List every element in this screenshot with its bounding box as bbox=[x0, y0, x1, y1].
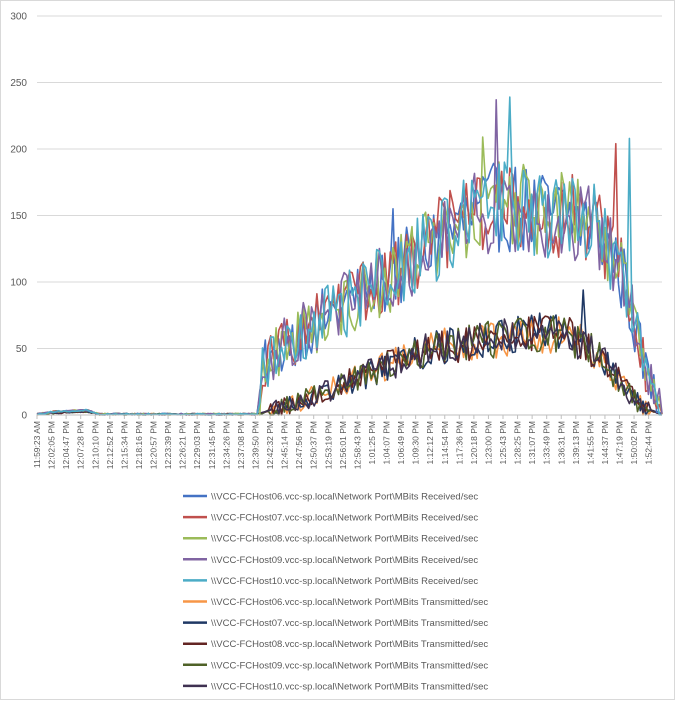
x-tick-label: 12:42:32 PM bbox=[265, 421, 275, 469]
x-tick-label: 1:09:30 PM bbox=[411, 421, 421, 464]
legend-label: \\VCC-FCHost10.vcc-sp.local\Network Port… bbox=[211, 576, 478, 587]
legend-entry: \\VCC-FCHost09.vcc-sp.local\Network Port… bbox=[183, 660, 488, 671]
legend-entry: \\VCC-FCHost09.vcc-sp.local\Network Port… bbox=[183, 555, 478, 566]
legend-entry: \\VCC-FCHost06.vcc-sp.local\Network Port… bbox=[183, 597, 488, 608]
legend-entry: \\VCC-FCHost07.vcc-sp.local\Network Port… bbox=[183, 618, 488, 629]
legend-label: \\VCC-FCHost06.vcc-sp.local\Network Port… bbox=[211, 597, 488, 608]
x-tick-label: 12:53:19 PM bbox=[323, 421, 333, 469]
x-tick-label: 12:10:10 PM bbox=[90, 421, 100, 469]
x-tick-label: 1:25:43 PM bbox=[498, 421, 508, 464]
legend-entry: \\VCC-FCHost06.vcc-sp.local\Network Port… bbox=[183, 492, 478, 503]
x-tick-label: 1:50:02 PM bbox=[629, 421, 639, 464]
y-tick-label: 150 bbox=[10, 211, 27, 222]
x-tick-label: 12:07:28 PM bbox=[76, 421, 86, 469]
y-tick-label: 0 bbox=[21, 411, 27, 422]
series-line bbox=[36, 99, 663, 416]
x-tick-label: 1:39:13 PM bbox=[571, 421, 581, 464]
x-tick-label: 1:20:18 PM bbox=[469, 421, 479, 464]
legend-label: \\VCC-FCHost09.vcc-sp.local\Network Port… bbox=[211, 555, 478, 566]
y-axis-ticks: 0 50 100 150 200 250 300 bbox=[10, 12, 27, 422]
x-tick-label: 12:31:45 PM bbox=[207, 421, 217, 469]
x-tick-label: 12:20:57 PM bbox=[149, 421, 159, 469]
x-tick-label: 1:06:49 PM bbox=[396, 421, 406, 464]
legend-label: \\VCC-FCHost09.vcc-sp.local\Network Port… bbox=[211, 660, 488, 671]
y-tick-label: 300 bbox=[10, 12, 27, 23]
x-tick-label: 12:47:56 PM bbox=[294, 421, 304, 469]
series-lines bbox=[36, 96, 663, 416]
x-tick-label: 1:44:37 PM bbox=[600, 421, 610, 464]
legend-label: \\VCC-FCHost10.vcc-sp.local\Network Port… bbox=[211, 681, 488, 692]
x-tick-label: 12:15:34 PM bbox=[119, 421, 129, 469]
series-line bbox=[36, 315, 663, 416]
x-tick-label: 12:50:37 PM bbox=[309, 421, 319, 469]
y-tick-label: 250 bbox=[10, 78, 27, 89]
y-tick-label: 100 bbox=[10, 278, 27, 289]
x-tick-label: 12:02:05 PM bbox=[47, 421, 57, 469]
series-line bbox=[36, 96, 662, 416]
gridlines bbox=[37, 15, 662, 349]
x-tick-label: 1:17:36 PM bbox=[454, 421, 464, 464]
legend-entry: \\VCC-FCHost08.vcc-sp.local\Network Port… bbox=[183, 534, 478, 545]
legend-label: \\VCC-FCHost07.vcc-sp.local\Network Port… bbox=[211, 618, 488, 629]
x-tick-label: 12:29:03 PM bbox=[192, 421, 202, 469]
series-line bbox=[36, 318, 663, 416]
legend-entry: \\VCC-FCHost07.vcc-sp.local\Network Port… bbox=[183, 513, 478, 524]
x-tick-label: 12:04:47 PM bbox=[61, 421, 71, 469]
legend: \\VCC-FCHost06.vcc-sp.local\Network Port… bbox=[183, 492, 488, 692]
y-tick-label: 50 bbox=[16, 344, 28, 355]
x-tick-label: 12:26:21 PM bbox=[178, 421, 188, 469]
legend-entry: \\VCC-FCHost08.vcc-sp.local\Network Port… bbox=[183, 639, 488, 650]
x-tick-label: 1:04:07 PM bbox=[382, 421, 392, 464]
x-tick-label: 12:34:26 PM bbox=[221, 421, 231, 469]
legend-label: \\VCC-FCHost07.vcc-sp.local\Network Port… bbox=[211, 513, 478, 524]
x-tick-label: 1:01:25 PM bbox=[367, 421, 377, 464]
x-tick-label: 1:52:44 PM bbox=[644, 421, 654, 464]
x-tick-label: 12:12:52 PM bbox=[105, 421, 115, 469]
y-tick-label: 200 bbox=[10, 145, 27, 156]
x-tick-label: 1:23:00 PM bbox=[483, 421, 493, 464]
x-tick-label: 12:45:14 PM bbox=[280, 421, 290, 469]
x-tick-label: 12:39:50 PM bbox=[250, 421, 260, 469]
x-tick-label: 12:58:43 PM bbox=[352, 421, 362, 469]
x-tick-label: 11:59:23 AM bbox=[32, 421, 42, 468]
legend-entry: \\VCC-FCHost10.vcc-sp.local\Network Port… bbox=[183, 576, 478, 587]
x-tick-label: 1:12:12 PM bbox=[425, 421, 435, 464]
x-tick-label: 12:18:16 PM bbox=[134, 421, 144, 469]
x-tick-label: 12:56:01 PM bbox=[338, 421, 348, 469]
x-tick-label: 12:37:08 PM bbox=[236, 421, 246, 469]
x-tick-label: 1:14:54 PM bbox=[440, 421, 450, 464]
x-tick-label: 1:41:55 PM bbox=[585, 421, 595, 464]
x-tick-label: 1:28:25 PM bbox=[513, 421, 523, 464]
legend-label: \\VCC-FCHost08.vcc-sp.local\Network Port… bbox=[211, 534, 478, 545]
x-tick-label: 1:31:07 PM bbox=[527, 421, 537, 464]
legend-entry: \\VCC-FCHost10.vcc-sp.local\Network Port… bbox=[183, 681, 488, 692]
x-tick-label: 12:23:39 PM bbox=[163, 421, 173, 469]
legend-label: \\VCC-FCHost06.vcc-sp.local\Network Port… bbox=[211, 492, 478, 503]
legend-label: \\VCC-FCHost08.vcc-sp.local\Network Port… bbox=[211, 639, 488, 650]
x-tick-label: 1:36:31 PM bbox=[556, 421, 566, 464]
x-axis-ticks: 11:59:23 AM 12:02:05 PM 12:04:47 PM 12:07:2… bbox=[32, 415, 654, 469]
x-tick-label: 1:47:19 PM bbox=[615, 421, 625, 464]
x-tick-label: 1:33:49 PM bbox=[542, 421, 552, 464]
